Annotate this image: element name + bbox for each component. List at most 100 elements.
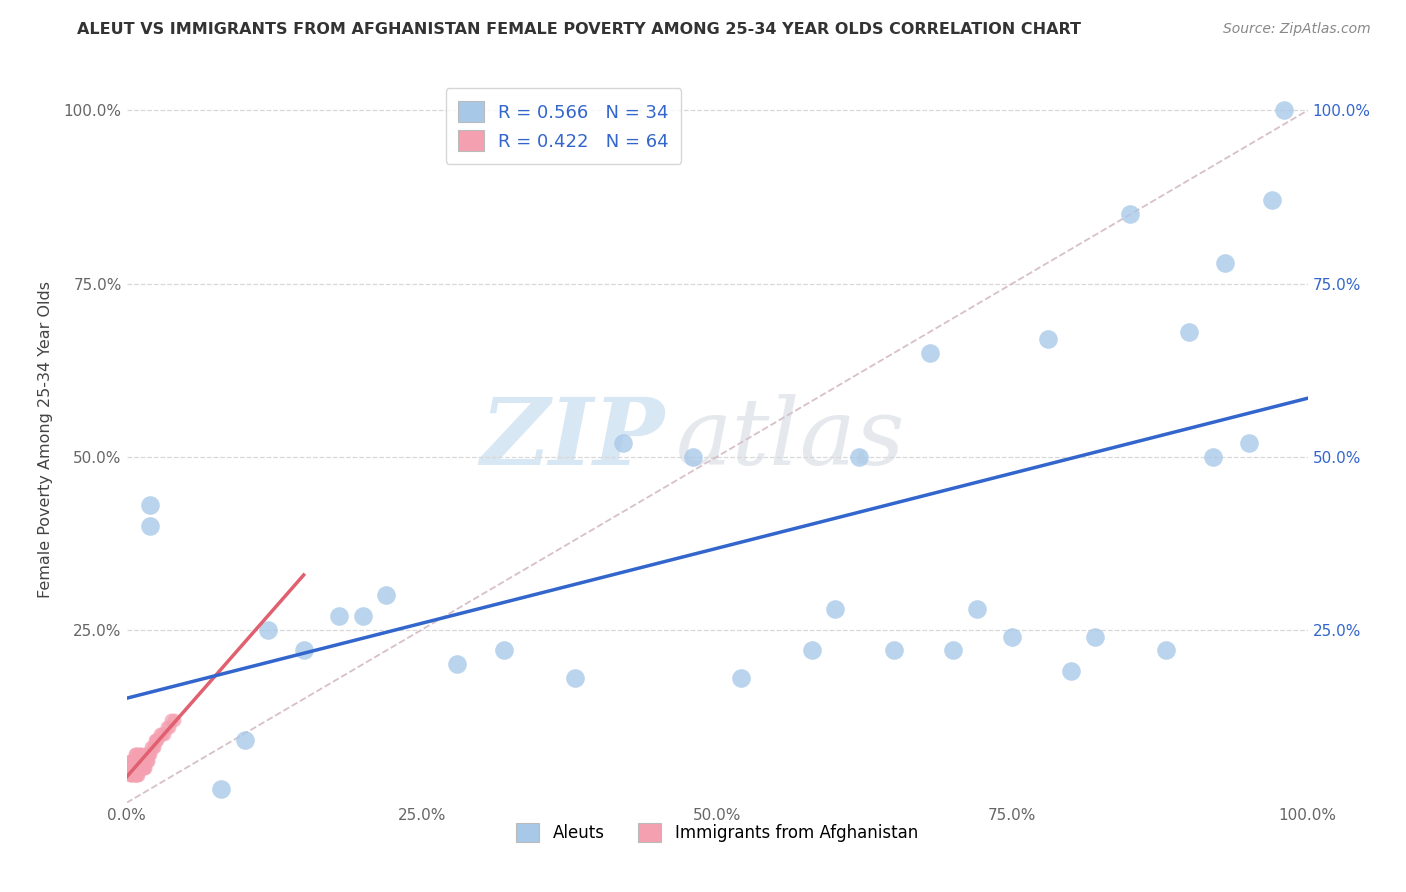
Point [352, 608, 374, 623]
Point [1213, 256, 1236, 270]
Point [128, 747, 150, 762]
Point [145, 733, 167, 747]
Point [124, 761, 146, 775]
Point [127, 747, 149, 762]
Point [131, 754, 153, 768]
Point [135, 754, 157, 768]
Point [375, 588, 398, 602]
Point [966, 602, 988, 616]
Point [120, 761, 142, 775]
Point [120, 754, 142, 768]
Point [1178, 325, 1201, 339]
Point [1272, 103, 1295, 118]
Point [122, 768, 145, 782]
Point [1036, 332, 1059, 346]
Point [1261, 194, 1284, 208]
Point [142, 740, 165, 755]
Point [160, 713, 183, 727]
Point [120, 768, 142, 782]
Point [132, 754, 155, 768]
Legend: Aleuts, Immigrants from Afghanistan: Aleuts, Immigrants from Afghanistan [509, 816, 925, 849]
Point [131, 761, 153, 775]
Point [122, 754, 145, 768]
Point [121, 761, 143, 775]
Point [127, 761, 149, 775]
Point [149, 726, 172, 740]
Point [682, 450, 704, 464]
Point [135, 747, 157, 762]
Text: ZIP: ZIP [479, 394, 664, 484]
Point [134, 754, 156, 768]
Point [139, 519, 162, 533]
Point [120, 754, 142, 768]
Point [127, 761, 149, 775]
Point [883, 643, 905, 657]
Point [800, 643, 823, 657]
Point [121, 754, 143, 768]
Point [132, 761, 155, 775]
Point [141, 740, 163, 755]
Point [124, 747, 146, 762]
Point [1154, 643, 1177, 657]
Point [120, 761, 142, 775]
Point [824, 602, 846, 616]
Point [730, 671, 752, 685]
Point [157, 720, 180, 734]
Point [1119, 207, 1142, 221]
Point [121, 768, 143, 782]
Point [139, 747, 162, 762]
Point [612, 435, 634, 450]
Point [128, 761, 150, 775]
Point [257, 623, 280, 637]
Point [918, 345, 941, 359]
Point [129, 747, 152, 762]
Point [121, 761, 143, 775]
Point [1237, 435, 1260, 450]
Y-axis label: Female Poverty Among 25-34 Year Olds: Female Poverty Among 25-34 Year Olds [38, 281, 52, 598]
Point [163, 713, 186, 727]
Point [209, 781, 232, 796]
Point [564, 671, 586, 685]
Point [150, 726, 173, 740]
Point [141, 740, 163, 755]
Point [134, 747, 156, 762]
Point [120, 761, 142, 775]
Point [292, 643, 315, 657]
Point [233, 733, 256, 747]
Point [127, 754, 149, 768]
Point [942, 643, 965, 657]
Point [125, 761, 148, 775]
Point [494, 643, 516, 657]
Point [146, 733, 169, 747]
Point [136, 754, 159, 768]
Point [1202, 450, 1225, 464]
Point [122, 761, 145, 775]
Point [139, 498, 162, 512]
Point [125, 768, 148, 782]
Point [156, 720, 179, 734]
Point [1084, 630, 1107, 644]
Text: atlas: atlas [676, 394, 905, 484]
Point [136, 747, 159, 762]
Point [1060, 665, 1083, 679]
Point [153, 726, 176, 740]
Point [127, 754, 149, 768]
Point [125, 754, 148, 768]
Point [138, 747, 160, 762]
Point [134, 761, 156, 775]
Point [125, 747, 148, 762]
Point [127, 768, 149, 782]
Point [120, 768, 142, 782]
Point [328, 608, 350, 623]
Point [848, 450, 870, 464]
Point [129, 761, 152, 775]
Point [122, 761, 145, 775]
Point [124, 761, 146, 775]
Point [446, 657, 468, 672]
Text: Source: ZipAtlas.com: Source: ZipAtlas.com [1223, 22, 1371, 37]
Text: ALEUT VS IMMIGRANTS FROM AFGHANISTAN FEMALE POVERTY AMONG 25-34 YEAR OLDS CORREL: ALEUT VS IMMIGRANTS FROM AFGHANISTAN FEM… [77, 22, 1081, 37]
Point [128, 754, 150, 768]
Point [143, 733, 166, 747]
Point [127, 768, 149, 782]
Point [124, 768, 146, 782]
